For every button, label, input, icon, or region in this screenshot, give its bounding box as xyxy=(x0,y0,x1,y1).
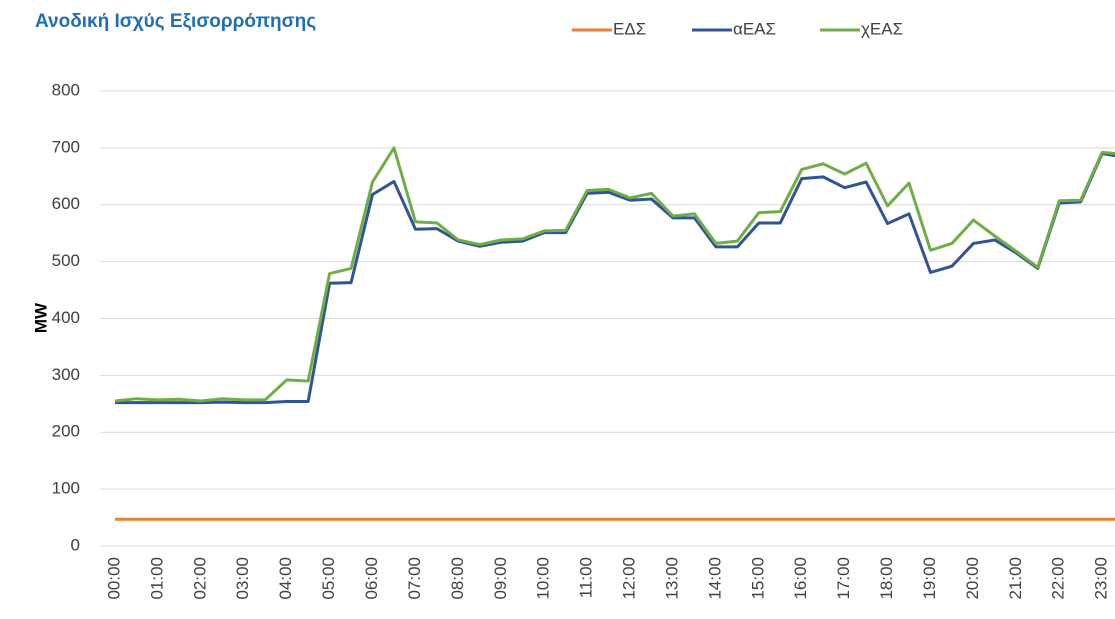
x-tick-label: 08:00 xyxy=(448,557,467,600)
x-tick-label: 20:00 xyxy=(963,557,982,600)
x-tick-label: 01:00 xyxy=(147,557,166,600)
legend-label: αΕΑΣ xyxy=(733,19,776,38)
x-tick-label: 13:00 xyxy=(662,557,681,600)
x-tick-label: 07:00 xyxy=(405,557,424,600)
x-tick-label: 15:00 xyxy=(748,557,767,600)
y-tick-label: 300 xyxy=(52,365,80,384)
x-tick-label: 11:00 xyxy=(577,557,596,598)
x-tick-label: 10:00 xyxy=(534,557,553,600)
chart-title: Ανοδική Ισχύς Εξισορρόπησης xyxy=(35,11,316,32)
y-tick-label: 500 xyxy=(52,251,80,270)
x-tick-label: 02:00 xyxy=(190,557,209,600)
x-tick-label: 21:00 xyxy=(1006,557,1025,600)
y-tick-label: 0 xyxy=(71,535,80,554)
x-tick-label: 23:00 xyxy=(1092,557,1111,600)
x-tick-label: 22:00 xyxy=(1049,557,1068,600)
x-tick-label: 14:00 xyxy=(705,557,724,600)
y-axis-label: MW xyxy=(31,302,50,333)
y-tick-label: 800 xyxy=(52,80,80,99)
x-tick-label: 00:00 xyxy=(104,557,123,600)
y-tick-label: 200 xyxy=(52,422,80,441)
x-tick-label: 12:00 xyxy=(620,557,639,600)
legend-label: ΕΔΣ xyxy=(613,19,646,38)
x-tick-label: 09:00 xyxy=(491,557,510,600)
y-tick-label: 400 xyxy=(52,308,80,327)
x-tick-label: 18:00 xyxy=(877,557,896,600)
y-tick-label: 600 xyxy=(52,194,80,213)
data-line xyxy=(115,152,1115,405)
x-tick-label: 19:00 xyxy=(920,557,939,600)
x-tick-label: 06:00 xyxy=(362,557,381,600)
data-line xyxy=(114,146,1115,403)
legend-label: χΕΑΣ xyxy=(861,19,903,38)
x-tick-label: 03:00 xyxy=(233,557,252,600)
y-tick-label: 100 xyxy=(52,479,80,498)
y-tick-label: 700 xyxy=(52,137,80,156)
plot-area xyxy=(114,146,1115,521)
x-tick-label: 05:00 xyxy=(319,557,338,600)
x-tick-label: 16:00 xyxy=(791,557,810,600)
x-tick-label: 17:00 xyxy=(834,557,853,600)
x-tick-label: 04:00 xyxy=(276,557,295,600)
